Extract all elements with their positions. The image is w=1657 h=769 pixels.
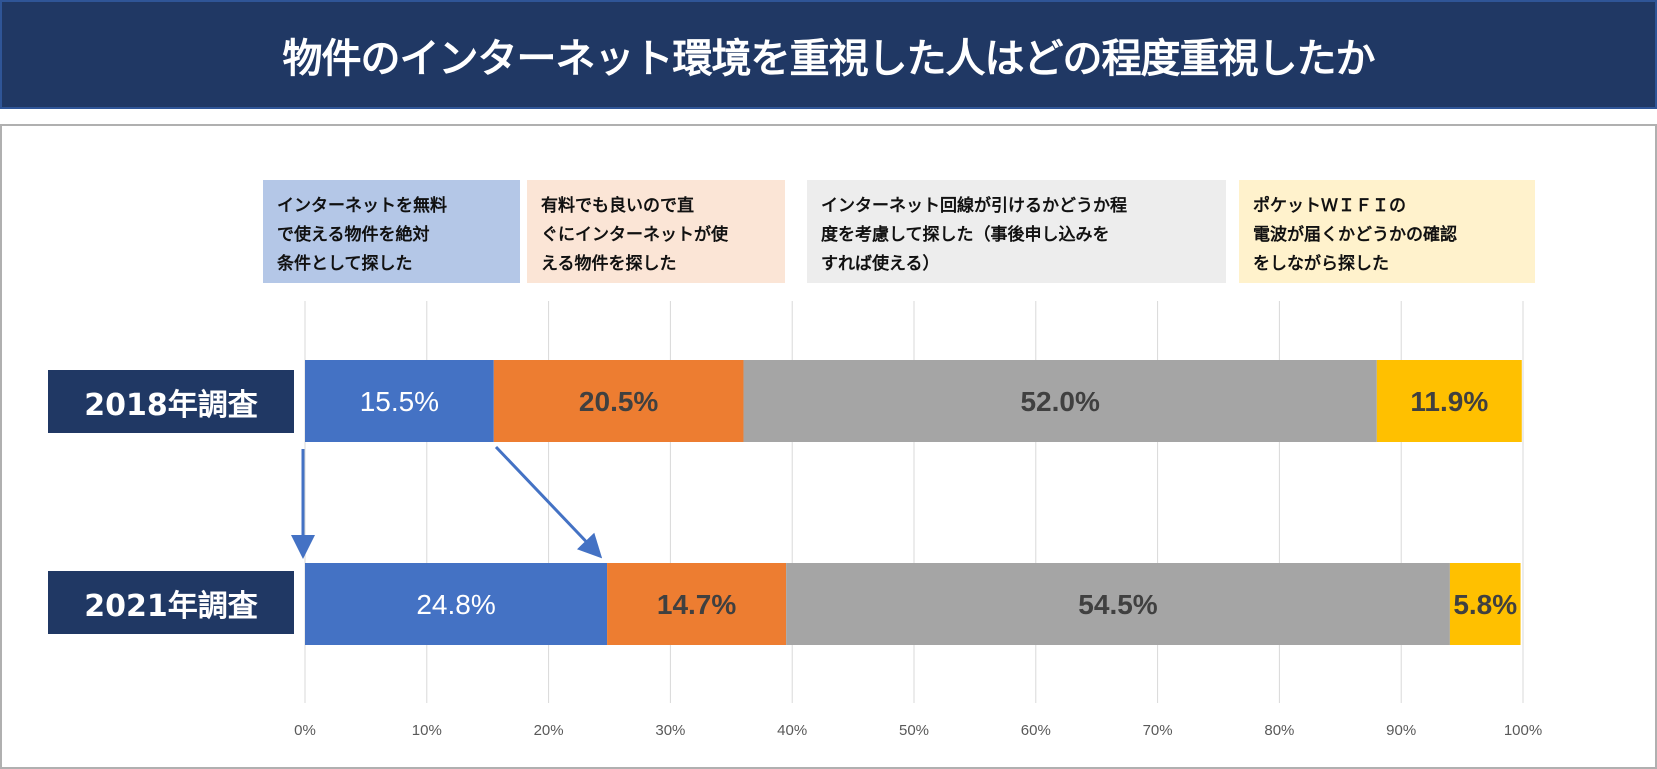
legend-item-pocket-wifi: ポケットＷＩＦＩの 電波が届くかどうかの確認 をしながら探した xyxy=(1239,180,1535,283)
legend-line: ぐにインターネットが使 xyxy=(541,225,728,245)
bar-segment xyxy=(1376,360,1522,442)
data-label: 24.8% xyxy=(416,589,495,620)
legend-line: インターネットを無料 xyxy=(277,196,447,216)
data-label: 5.8% xyxy=(1453,589,1517,620)
x-tick-label: 40% xyxy=(777,722,807,739)
x-tick-label: 60% xyxy=(1021,722,1051,739)
legend-line: をしながら探した xyxy=(1253,254,1389,274)
title-banner: 物件のインターネット環境を重視した人はどの程度重視したか xyxy=(0,0,1657,109)
bar-segment xyxy=(786,563,1450,645)
data-label: 52.0% xyxy=(1020,386,1099,417)
bar-segment xyxy=(1449,563,1521,645)
x-tick-label: 100% xyxy=(1504,722,1542,739)
bar-segment xyxy=(305,360,494,442)
bar-segment xyxy=(493,360,744,442)
legend-line: で使える物件を絶対 xyxy=(277,225,430,245)
category-label-2021: 2021年調査 xyxy=(48,571,294,634)
category-label-2018: 2018年調査 xyxy=(48,370,294,433)
bar-segment xyxy=(305,563,608,645)
page-title: 物件のインターネット環境を重視した人はどの程度重視したか xyxy=(282,35,1376,82)
legend-line: インターネット回線が引けるかどうか程 xyxy=(821,196,1127,216)
data-label: 54.5% xyxy=(1078,589,1157,620)
data-label: 20.5% xyxy=(579,386,658,417)
bar-segment xyxy=(607,563,787,645)
x-tick-label: 20% xyxy=(534,722,564,739)
x-tick-label: 0% xyxy=(294,722,316,739)
data-label: 15.5% xyxy=(360,386,439,417)
arrow-diagonal-icon xyxy=(494,445,603,559)
legend-item-free-internet: インターネットを無料 で使える物件を絶対 条件として探した xyxy=(263,180,520,283)
x-tick-label: 90% xyxy=(1386,722,1416,739)
data-label: 11.9% xyxy=(1410,386,1488,417)
x-tick-label: 30% xyxy=(655,722,685,739)
legend-item-line-available: インターネット回線が引けるかどうか程 度を考慮して探した（事後申し込みを すれば… xyxy=(807,180,1226,283)
x-tick-label: 50% xyxy=(899,722,929,739)
bar-segment xyxy=(743,360,1377,442)
legend-line: 度を考慮して探した（事後申し込みを xyxy=(821,225,1110,245)
x-tick-label: 80% xyxy=(1264,722,1294,739)
legend-line: ポケットＷＩＦＩの xyxy=(1253,196,1406,216)
legend-line: える物件を探した xyxy=(541,254,677,274)
x-tick-label: 70% xyxy=(1143,722,1173,739)
legend-line: 有料でも良いので直 xyxy=(541,196,694,216)
legend-line: 条件として探した xyxy=(277,254,413,274)
data-label: 14.7% xyxy=(657,589,736,620)
legend-item-paid-internet: 有料でも良いので直 ぐにインターネットが使 える物件を探した xyxy=(527,180,785,283)
x-tick-label: 10% xyxy=(412,722,442,739)
legend-line: 電波が届くかどうかの確認 xyxy=(1253,225,1457,245)
legend-line: すれば使える） xyxy=(821,254,940,274)
chart-frame xyxy=(0,124,1657,769)
